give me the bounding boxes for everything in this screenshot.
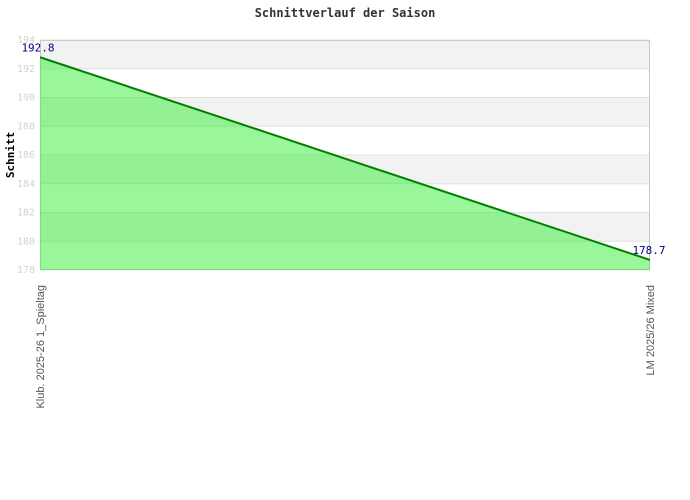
y-tick-label: 184	[17, 179, 35, 190]
data-point-label: 192.8	[21, 41, 54, 54]
x-tick-label: LM 2025/26 Mixed	[645, 285, 657, 376]
y-tick-label: 178	[17, 265, 35, 276]
series-line	[39, 56, 651, 261]
y-tick-label: 192	[17, 64, 35, 75]
chart-title: Schnittverlauf der Saison	[254, 6, 436, 20]
y-tick-label: 182	[17, 208, 35, 219]
data-point-label: 178.7	[632, 244, 665, 257]
y-tick-label: 188	[17, 121, 35, 132]
y-tick-label: 190	[17, 93, 35, 104]
series-area-fill	[40, 57, 650, 270]
plot-band	[40, 40, 650, 69]
y-tick-label: 194	[17, 35, 35, 46]
y-tick-label: 180	[17, 236, 35, 247]
y-tick-label: 186	[17, 150, 35, 161]
x-tick-label: Klub. 2025-26 1_Spieltag	[35, 285, 47, 409]
y-axis-title: Schnitt	[4, 132, 17, 178]
